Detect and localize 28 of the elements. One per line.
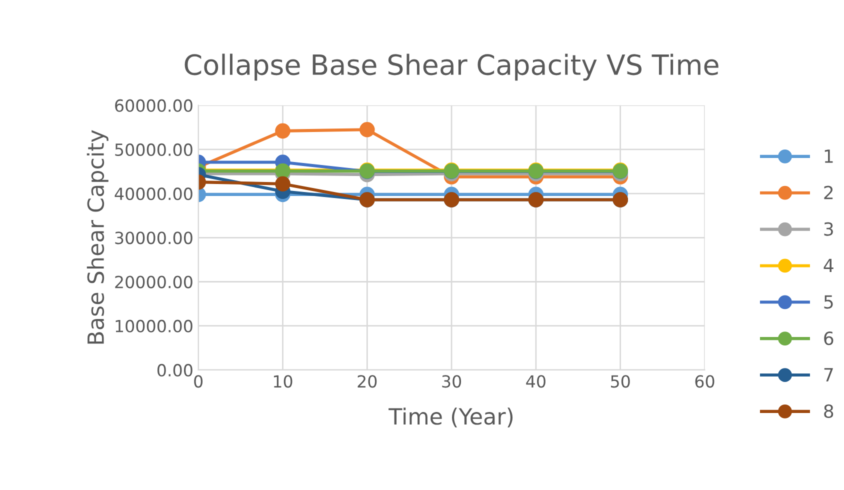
legend-label: 7: [824, 368, 833, 382]
y-axis-title: Base Shear Capcity: [86, 130, 108, 344]
y-tick-label: 0.00: [157, 364, 192, 377]
legend-label: 6: [824, 332, 834, 346]
x-tick-label: 0: [194, 375, 203, 388]
y-tick-label: 60000.00: [115, 99, 192, 112]
y-tick-label: 10000.00: [116, 320, 192, 332]
x-tick-label: 10: [274, 375, 292, 388]
y-tick-label: 50000.00: [115, 143, 192, 156]
y-tick-label: 20000.00: [115, 276, 192, 288]
legend-label: 3: [824, 222, 833, 236]
legend-label: 8: [824, 404, 834, 418]
legend-label: 2: [824, 186, 833, 200]
point: [275, 176, 290, 192]
x-tick-label: 60: [695, 375, 714, 388]
x-tick-label: 50: [611, 375, 630, 388]
x-tick-label: 20: [358, 375, 377, 388]
point: [275, 123, 290, 139]
x-tick-label: 30: [442, 375, 462, 388]
y-tick-label: 40000.00: [114, 188, 192, 200]
legend-label: 5: [824, 295, 833, 309]
chart-title: Collapse Base Shear Capacity VS Time: [184, 54, 718, 81]
y-tick-label: 30000.00: [115, 232, 192, 244]
legend-label: 4: [824, 258, 834, 272]
x-tick-label: 40: [526, 375, 546, 388]
x-axis-title: Time (Year): [388, 408, 513, 428]
legend-label: 1: [824, 150, 833, 163]
point: [360, 122, 375, 138]
